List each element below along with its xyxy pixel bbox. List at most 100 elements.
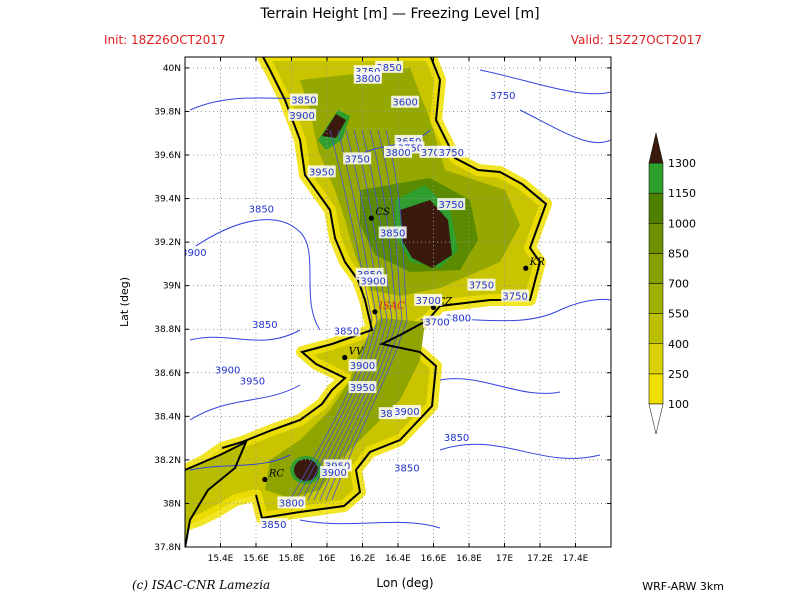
y-tick-label: 40N [163, 64, 181, 74]
contour-label-box [384, 145, 412, 158]
contour-label-box [348, 359, 377, 372]
contour-label-box [437, 198, 466, 211]
freezing-level-contour [479, 69, 611, 95]
colorbar-top-arrow [648, 132, 664, 164]
colorbar-label: 400 [668, 338, 689, 351]
contour-label: 3900 [181, 248, 206, 259]
colorbar-label: 100 [668, 398, 689, 411]
freezing-level-contour [325, 129, 403, 501]
contour-label-box [259, 518, 288, 531]
colorbar-segment [648, 313, 664, 344]
contour-label-box [343, 152, 372, 165]
contour-label: 3800 [355, 74, 380, 85]
city-marker [368, 215, 374, 221]
freezing-level-contour [189, 454, 291, 471]
contour-label-box [392, 404, 421, 417]
coastline-sicily [185, 439, 248, 547]
contour-label-box [437, 145, 466, 158]
y-tick-label: 39.4N [154, 195, 181, 205]
contour-label-box [488, 89, 517, 102]
contour-label-box [289, 93, 318, 106]
contour-label: 3800 [279, 498, 304, 509]
contour-label-box [391, 95, 420, 108]
contour-label: 3950 [309, 167, 334, 178]
x-tick-label: 16.4E [385, 554, 411, 564]
pollino-peak [322, 114, 346, 138]
freezing-level-contour [519, 109, 611, 144]
contour-label: 3900 [215, 366, 240, 377]
x-tick-label: 15.8E [279, 554, 305, 564]
colorbar-segment [648, 223, 664, 254]
colorbar-label: 1150 [668, 187, 696, 200]
freezing-level-contour [439, 443, 601, 459]
contour-label: 3750 [439, 148, 464, 159]
city-label: CS [375, 207, 390, 218]
y-tick-label: 38.6N [154, 369, 181, 379]
chart-title: Terrain Height [m] — Freezing Level [m] [260, 6, 540, 22]
freezing-level-contour [301, 129, 383, 501]
contour-label: 3850 [249, 204, 274, 215]
contour-label-box [423, 315, 452, 328]
y-tick-label: 39.6N [154, 151, 181, 161]
contour-label-box [348, 381, 377, 394]
contour-label: 3900 [289, 111, 314, 122]
city-label: VV [349, 347, 365, 358]
city-marker [372, 309, 378, 315]
contour-label: 3750 [490, 91, 515, 102]
colorbar-segment [648, 192, 664, 224]
contour-label-box [378, 226, 407, 239]
contour-label: 3850 [261, 520, 286, 531]
contour-label: 3950 [350, 383, 375, 394]
contour-label-box [288, 108, 317, 121]
contour-label-box [501, 289, 530, 302]
colorbar-segment [648, 253, 664, 284]
y-tick-label: 38.2N [154, 456, 181, 466]
contour-label: 3900 [360, 276, 385, 287]
sila-peak [400, 200, 452, 268]
contour-label-box [238, 374, 267, 387]
contour-label: 3750 [469, 281, 494, 292]
contour-label-box [332, 324, 361, 337]
contour-label: 3750 [502, 292, 527, 303]
city-label: KR [529, 257, 545, 268]
city-marker [342, 354, 348, 361]
freezing-level-contour [307, 129, 388, 501]
x-tick-label: 16.2E [350, 554, 376, 564]
colorbar-label: 850 [668, 247, 689, 260]
contour-label-box [442, 431, 471, 444]
y-tick-label: 38.8N [154, 325, 181, 335]
contour-label-box [213, 363, 242, 376]
freezing-level-contour [189, 329, 301, 341]
y-tick-label: 39.8N [154, 107, 181, 117]
x-tick-label: 15.4E [208, 554, 234, 564]
contour-label-box [185, 246, 208, 258]
contour-label: 3850 [291, 96, 316, 107]
x-tick-label: 17.4E [563, 554, 589, 564]
contour-label: 3950 [240, 376, 265, 387]
credit-text: (c) ISAC-CNR Lamezia [132, 578, 271, 592]
y-tick-label: 38.4N [154, 412, 181, 422]
colorbar-segment [648, 283, 664, 314]
city-label: RC [268, 468, 285, 479]
colorbar-label: 250 [668, 368, 689, 381]
freezing-level-contour [299, 519, 441, 529]
x-tick-label: 17E [496, 554, 513, 564]
freezing-level-contour [189, 384, 301, 421]
contour-label: 3850 [380, 228, 405, 239]
contour-label-box [444, 311, 473, 324]
freezing-level-contour [189, 219, 321, 331]
y-tick-label: 39N [163, 282, 181, 292]
x-tick-label: 16.6E [421, 554, 447, 564]
contour-label: 3850 [376, 63, 401, 74]
aspromonte-peak [294, 459, 318, 481]
model-label: WRF-ARW 3km [642, 580, 724, 593]
contour-label-box [353, 71, 382, 84]
contour-label: 3850 [380, 409, 405, 420]
contour-label-box [375, 60, 404, 73]
contour-label: 3800 [446, 313, 471, 324]
colorbar-label: 700 [668, 278, 689, 291]
plot-area: CSKRISACCZVVRC38503750380038503900360037… [181, 57, 611, 547]
y-axis-label: Lat (deg) [118, 277, 131, 327]
x-axis-label: Lon (deg) [376, 576, 434, 590]
colorbar-segment [648, 162, 664, 194]
